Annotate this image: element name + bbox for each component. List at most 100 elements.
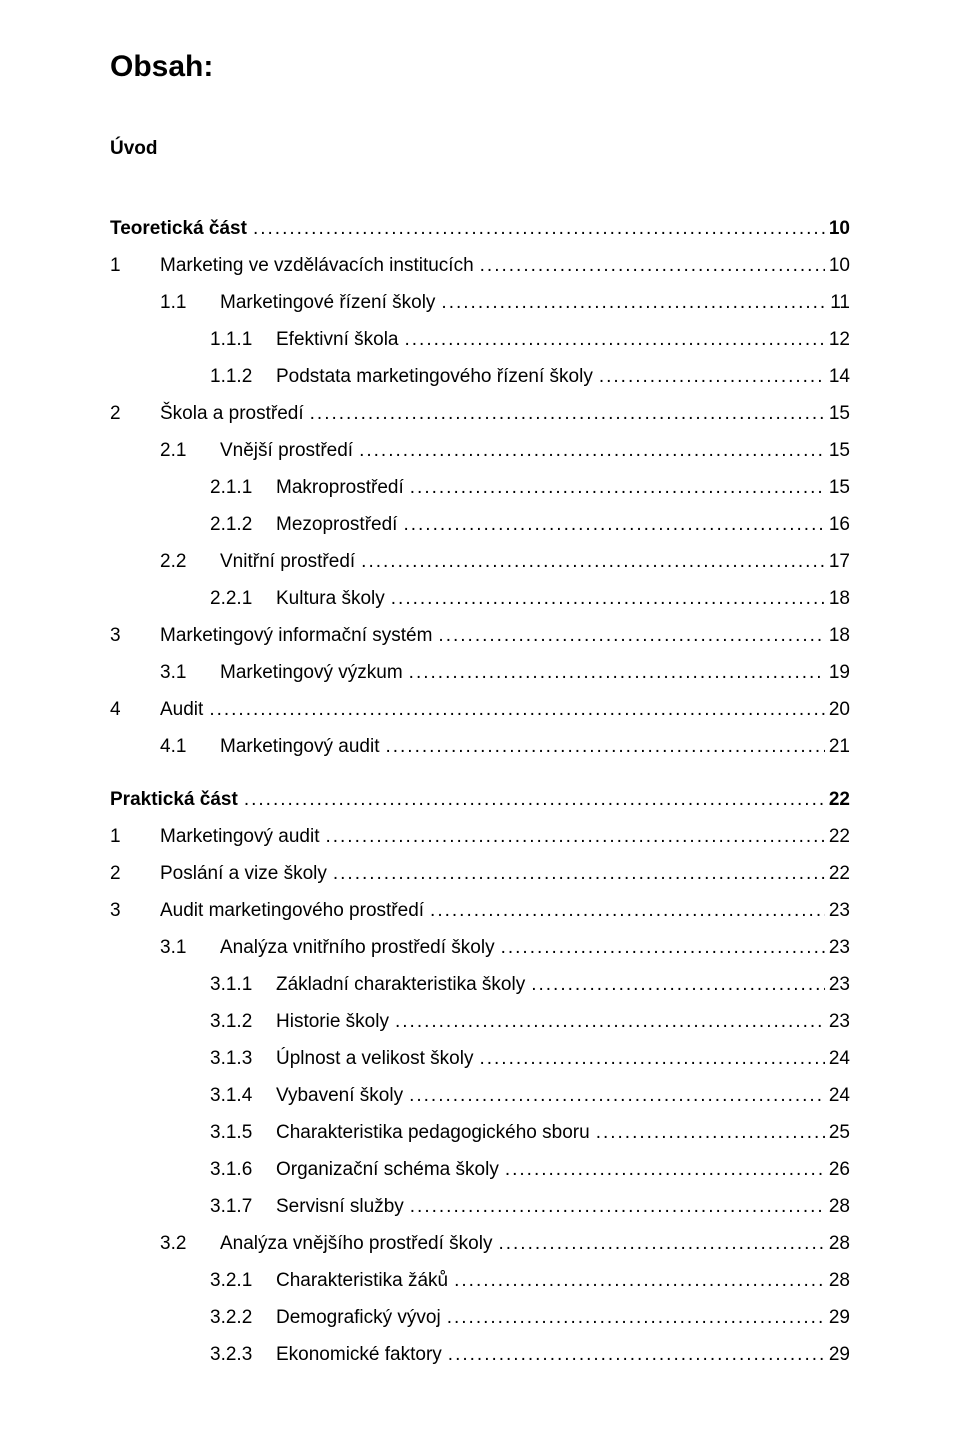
- toc-label: Marketingový audit: [220, 737, 379, 756]
- toc-row: 1.1.1Efektivní škola 12: [110, 321, 850, 358]
- leaders: [253, 219, 825, 238]
- toc-page: 10: [829, 256, 850, 275]
- toc-number: 1.1.1: [210, 330, 276, 349]
- toc-page: 14: [829, 367, 850, 386]
- toc-label: Audit: [160, 700, 203, 719]
- toc-label: Efektivní škola: [276, 330, 399, 349]
- leaders: [391, 589, 825, 608]
- toc-number: 3.2.2: [210, 1308, 276, 1327]
- leaders: [333, 864, 825, 883]
- toc-page: 15: [829, 404, 850, 423]
- toc-label: Marketingový výzkum: [220, 663, 403, 682]
- toc-row: 3.2.1Charakteristika žáků28: [110, 1262, 850, 1299]
- leaders: [501, 938, 825, 957]
- toc-label: Úplnost a velikost školy: [276, 1049, 473, 1068]
- toc-number: 3.1.2: [210, 1012, 276, 1031]
- toc-label: Vnější prostředí: [220, 441, 353, 460]
- toc-page: 23: [829, 938, 850, 957]
- toc-number: 2: [110, 864, 160, 883]
- toc-teoreticka: Teoretická část 10 1Marketing ve vzděláv…: [110, 210, 850, 765]
- toc-row: 2.1Vnější prostředí15: [110, 432, 850, 469]
- toc-label: Organizační schéma školy: [276, 1160, 499, 1179]
- section-page: 22: [829, 790, 850, 809]
- toc-label: Analýza vnitřního prostředí školy: [220, 938, 495, 957]
- toc-number: 1.1: [160, 293, 220, 312]
- toc-page: 16: [829, 515, 850, 534]
- page-title: Obsah:: [110, 50, 850, 84]
- toc-label: Základní charakteristika školy: [276, 975, 525, 994]
- toc-page: 29: [829, 1308, 850, 1327]
- leaders: [410, 478, 825, 497]
- leaders: [448, 1345, 825, 1364]
- toc-page: 18: [829, 626, 850, 645]
- toc-number: 3.1.5: [210, 1123, 276, 1142]
- toc-label: Ekonomické faktory: [276, 1345, 442, 1364]
- leaders: [410, 1197, 825, 1216]
- toc-row: 3.1.5Charakteristika pedagogického sboru…: [110, 1114, 850, 1151]
- leaders: [430, 901, 825, 920]
- toc-row: 2Škola a prostředí15: [110, 395, 850, 432]
- toc-label: Charakteristika pedagogického sboru: [276, 1123, 590, 1142]
- toc-page: 19: [829, 663, 850, 682]
- toc-row: 3.1.2Historie školy23: [110, 1003, 850, 1040]
- toc-page: 11: [830, 293, 850, 312]
- toc-row: 1.1.2Podstata marketingového řízení škol…: [110, 358, 850, 395]
- toc-row: 4Audit 20: [110, 691, 850, 728]
- toc-row: 3.1.4Vybavení školy24: [110, 1077, 850, 1114]
- toc-page: 12: [829, 330, 850, 349]
- section-uvod: Úvod: [110, 138, 850, 160]
- toc-label: Analýza vnějšího prostředí školy: [220, 1234, 492, 1253]
- spacer: [110, 765, 850, 781]
- toc-number: 3.1: [160, 663, 220, 682]
- toc-page: 24: [829, 1086, 850, 1105]
- toc-row: 3.1Marketingový výzkum 19: [110, 654, 850, 691]
- leaders: [599, 367, 825, 386]
- leaders: [385, 737, 824, 756]
- toc-label: Vnitřní prostředí: [220, 552, 355, 571]
- toc-label: Podstata marketingového řízení školy: [276, 367, 593, 386]
- toc-label: Makroprostředí: [276, 478, 404, 497]
- leaders: [480, 256, 825, 275]
- toc-number: 4: [110, 700, 160, 719]
- toc-label: Historie školy: [276, 1012, 389, 1031]
- toc-number: 3.2.3: [210, 1345, 276, 1364]
- toc-row: 3.2.3Ekonomické faktory29: [110, 1336, 850, 1373]
- toc-page: 15: [829, 441, 850, 460]
- leaders: [498, 1234, 824, 1253]
- toc-page: 23: [829, 975, 850, 994]
- toc-label: Charakteristika žáků: [276, 1271, 448, 1290]
- toc-number: 1: [110, 827, 160, 846]
- toc-page: 15: [829, 478, 850, 497]
- section-teoreticka-label: Teoretická část: [110, 219, 247, 238]
- toc-label: Demografický vývoj: [276, 1308, 441, 1327]
- toc-row: 3Audit marketingového prostředí23: [110, 892, 850, 929]
- leaders: [531, 975, 825, 994]
- toc-prakticka: Praktická část 22 1Marketingový audit22 2…: [110, 781, 850, 1373]
- leaders: [505, 1160, 825, 1179]
- leaders: [454, 1271, 825, 1290]
- toc-page: 20: [829, 700, 850, 719]
- section-prakticka-head: Praktická část 22: [110, 781, 850, 818]
- leaders: [405, 330, 825, 349]
- toc-page: 28: [829, 1234, 850, 1253]
- toc-label: Marketingový informační systém: [160, 626, 432, 645]
- toc-row: 1Marketing ve vzdělávacích institucích10: [110, 247, 850, 284]
- section-page: 10: [829, 219, 850, 238]
- toc-row: 1Marketingový audit22: [110, 818, 850, 855]
- toc-row: 3Marketingový informační systém18: [110, 617, 850, 654]
- leaders: [395, 1012, 825, 1031]
- leaders: [479, 1049, 824, 1068]
- toc-label: Kultura školy: [276, 589, 385, 608]
- toc-label: Vybavení školy: [276, 1086, 403, 1105]
- toc-label: Poslání a vize školy: [160, 864, 327, 883]
- toc-page: 17: [829, 552, 850, 571]
- toc-label: Servisní služby: [276, 1197, 404, 1216]
- toc-number: 2.1.1: [210, 478, 276, 497]
- leaders: [409, 1086, 825, 1105]
- toc-row: 4.1Marketingový audit21: [110, 728, 850, 765]
- toc-row: 3.1.7Servisní služby28: [110, 1188, 850, 1225]
- toc-label: Mezoprostředí: [276, 515, 397, 534]
- toc-page: 25: [829, 1123, 850, 1142]
- toc-number: 4.1: [160, 737, 220, 756]
- toc-row: 2.2.1Kultura školy18: [110, 580, 850, 617]
